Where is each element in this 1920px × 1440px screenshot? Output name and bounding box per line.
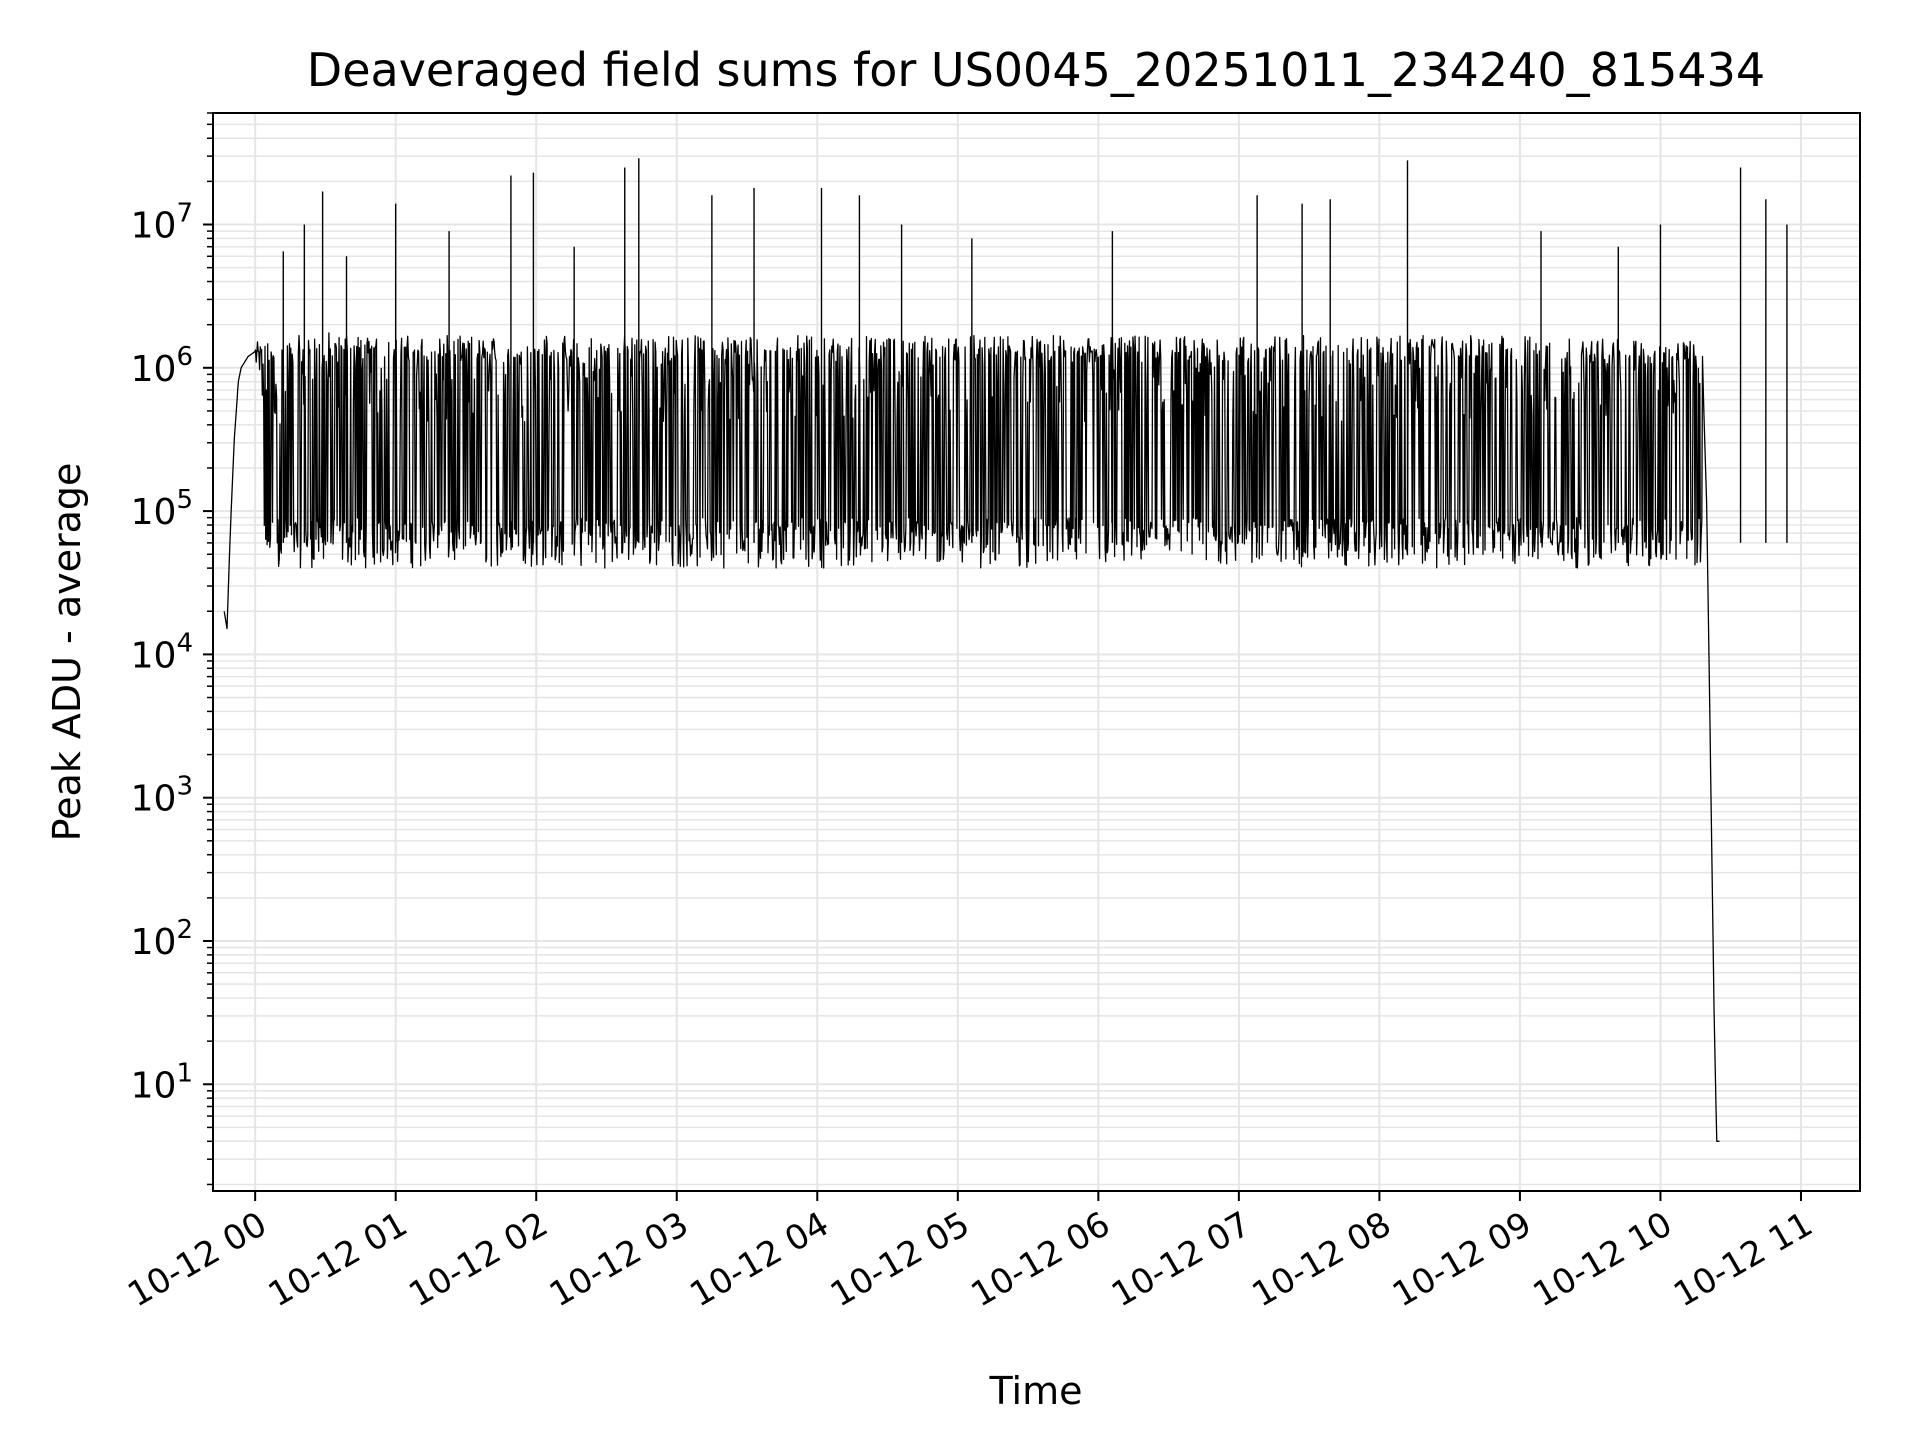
y-tick-label: 107 [131,199,193,247]
y-tick-label: 103 [131,772,193,820]
series-layer [223,158,1788,1142]
y-tick-label: 105 [131,485,193,533]
y-tick-label: 101 [131,1058,193,1106]
chart-title: Deaveraged field sums for US0045_2025101… [307,43,1765,97]
plot-frame [212,112,1861,1192]
y-axis-label: Peak ADU - average [45,463,89,842]
y-tick-label: 104 [131,628,193,676]
x-axis-label: Time [989,1369,1083,1413]
grid-layer [213,112,1860,1191]
y-tick-label: 106 [131,342,193,390]
y-tick-label: 102 [131,915,193,963]
y-axis: 101 102 103 104 105 106 107 [131,112,213,1186]
